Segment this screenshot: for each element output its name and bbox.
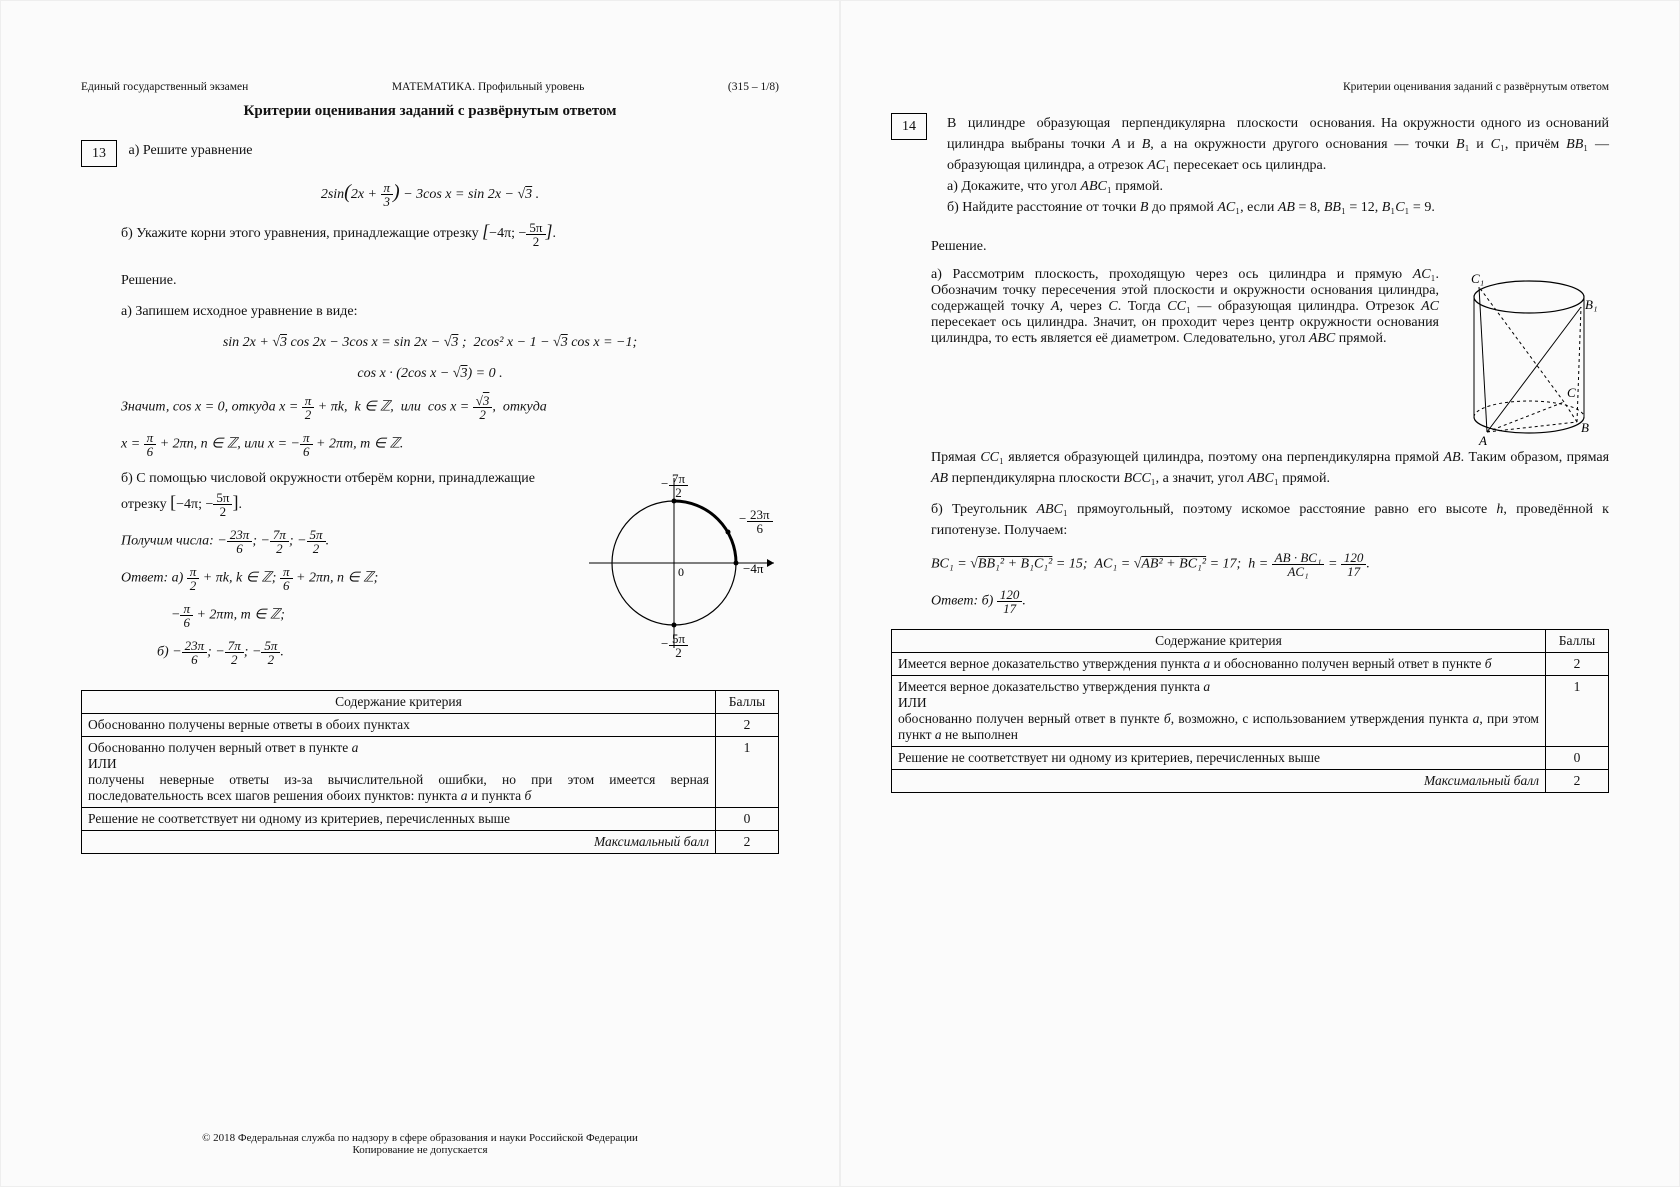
solution-a-line1: а) Запишем исходное уравнение в виде:	[121, 301, 779, 322]
footer-line1: © 2018 Федеральная служба по надзору в с…	[1, 1132, 839, 1144]
p14-b: б) Найдите расстояние от точки B до прям…	[947, 200, 1435, 215]
solution-a-line5: x = π6 + 2πn, n ∈ ℤ, или x = −π6 + 2πm, …	[121, 431, 779, 458]
part-a-text: а) Решите уравнение	[129, 143, 253, 158]
problem-14: 14 В цилиндре образующая перпендикулярна…	[891, 113, 1609, 218]
solution-heading: Решение.	[121, 270, 779, 291]
sol-14b-eq: BC₁ = √BB₁² + B₁C₁² = 15; AC₁ = √AB² + B…	[931, 551, 1609, 578]
rubric-row: Имеется верное доказательство утверждени…	[892, 653, 1546, 676]
rubric-h1: Содержание критерия	[82, 690, 716, 713]
svg-text:−: −	[739, 511, 746, 526]
solution-a-eq1: sin 2x + √3 cos 2x − 3cos x = sin 2x − √…	[81, 332, 779, 353]
rubric-max-label: Максимальный балл	[82, 830, 716, 853]
part-b: б) Укажите корни этого уравнения, принад…	[121, 218, 779, 247]
rubric-score: 1	[1546, 676, 1609, 747]
unit-circle-diagram: −7π2 −23π6 −4π −5π2 0	[579, 468, 779, 658]
header-right: Критерии оценивания заданий с развёрнуты…	[891, 81, 1609, 93]
solution-a-line4: Значит, cos x = 0, откуда x = π2 + πk, k…	[121, 394, 779, 421]
svg-text:B₁: B₁	[1585, 297, 1597, 312]
problem-13: 13 а) Решите уравнение	[81, 140, 779, 167]
rubric-table-13: Содержание критерияБаллы Обоснованно пол…	[81, 690, 779, 854]
problem-14-body: В цилиндре образующая перпендикулярна пл…	[947, 113, 1609, 218]
rubric-row: Решение не соответствует ни одному из кр…	[892, 747, 1546, 770]
header-left: Единый государственный экзамен МАТЕМАТИК…	[81, 81, 779, 93]
rubric-row: Обоснованно получены верные ответы в обо…	[82, 713, 716, 736]
hdr-exam: Единый государственный экзамен	[81, 81, 248, 93]
rubric-score: 1	[716, 736, 779, 807]
svg-text:−: −	[661, 476, 668, 491]
svg-text:C₁: C₁	[1471, 271, 1484, 286]
svg-text:C: C	[1567, 385, 1576, 400]
answer-a: Ответ: а) π2 + πk, k ∈ ℤ; π6 + 2πn, n ∈ …	[121, 565, 569, 592]
cylinder-diagram: C₁ B₁ C B A	[1449, 267, 1609, 447]
rubric-score: 0	[1546, 747, 1609, 770]
question-number: 13	[81, 140, 117, 167]
svg-text:B: B	[1581, 420, 1589, 435]
answer-14: Ответ: б) 12017.	[931, 588, 1609, 615]
rubric-h2: Баллы	[1546, 630, 1609, 653]
p14-a: а) Докажите, что угол ABC₁ прямой.	[947, 179, 1163, 194]
rubric-h1: Содержание критерия	[892, 630, 1546, 653]
sol-14a-text: а) Рассмотрим плоскость, проходящую чере…	[931, 267, 1439, 447]
question-number: 14	[891, 113, 927, 140]
rubric-score: 2	[1546, 653, 1609, 676]
answer-b: б) −23π6; −7π2; −5π2.	[157, 639, 569, 666]
page-left: Единый государственный экзамен МАТЕМАТИК…	[0, 0, 840, 1187]
sol-14b-text: б) Треугольник ABC₁ прямоугольный, поэто…	[931, 499, 1609, 541]
document-spread: Единый государственный экзамен МАТЕМАТИК…	[0, 0, 1680, 1187]
page-right: Критерии оценивания заданий с развёрнуты…	[840, 0, 1680, 1187]
page-title: Критерии оценивания заданий с развёрнуты…	[81, 103, 779, 120]
answer-a2: −π6 + 2πm, m ∈ ℤ;	[171, 602, 569, 629]
hdr-code: (315 – 1/8)	[728, 81, 779, 93]
hdr-subject: МАТЕМАТИКА. Профильный уровень	[392, 81, 585, 93]
rubric-score: 0	[716, 807, 779, 830]
sol-14a-text2: Прямая CC₁ является образующей цилиндра,…	[931, 447, 1609, 489]
rubric-h2: Баллы	[716, 690, 779, 713]
solution-b-text: б) С помощью числовой окружности отберём…	[121, 468, 569, 676]
svg-text:A: A	[1478, 433, 1487, 447]
footer-line2: Копирование не допускается	[1, 1144, 839, 1156]
svg-text:−4π: −4π	[743, 561, 764, 576]
part-b-text: б) Укажите корни этого уравнения, принад…	[121, 226, 482, 241]
sol-b2: Получим числа: −23π6; −7π2; −5π2.	[121, 528, 569, 555]
solution-b-with-figure: б) С помощью числовой окружности отберём…	[121, 468, 779, 676]
solution-heading-r: Решение.	[931, 236, 1609, 257]
p14-text: В цилиндре образующая перпендикулярна пл…	[947, 116, 1609, 173]
rubric-row: Имеется верное доказательство утверждени…	[892, 676, 1546, 747]
solution-a-eq2: cos x · (2cos x − √3) = 0 .	[81, 363, 779, 384]
rubric-row: Решение не соответствует ни одному из кр…	[82, 807, 716, 830]
sol-b1: б) С помощью числовой окружности отберём…	[121, 468, 569, 518]
solution-14a-flex: а) Рассмотрим плоскость, проходящую чере…	[931, 267, 1609, 447]
rubric-max-score: 2	[716, 830, 779, 853]
rubric-row: Обоснованно получен верный ответ в пункт…	[82, 736, 716, 807]
footer: © 2018 Федеральная служба по надзору в с…	[1, 1132, 839, 1156]
rubric-max-label: Максимальный балл	[892, 770, 1546, 793]
svg-text:−: −	[661, 636, 668, 651]
equation-main: 2sin(2x + π3) − 3cos x = sin 2x − √3 .	[81, 177, 779, 208]
rubric-table-14: Содержание критерияБаллы Имеется верное …	[891, 629, 1609, 793]
svg-text:0: 0	[678, 565, 684, 579]
rubric-max-score: 2	[1546, 770, 1609, 793]
rubric-score: 2	[716, 713, 779, 736]
